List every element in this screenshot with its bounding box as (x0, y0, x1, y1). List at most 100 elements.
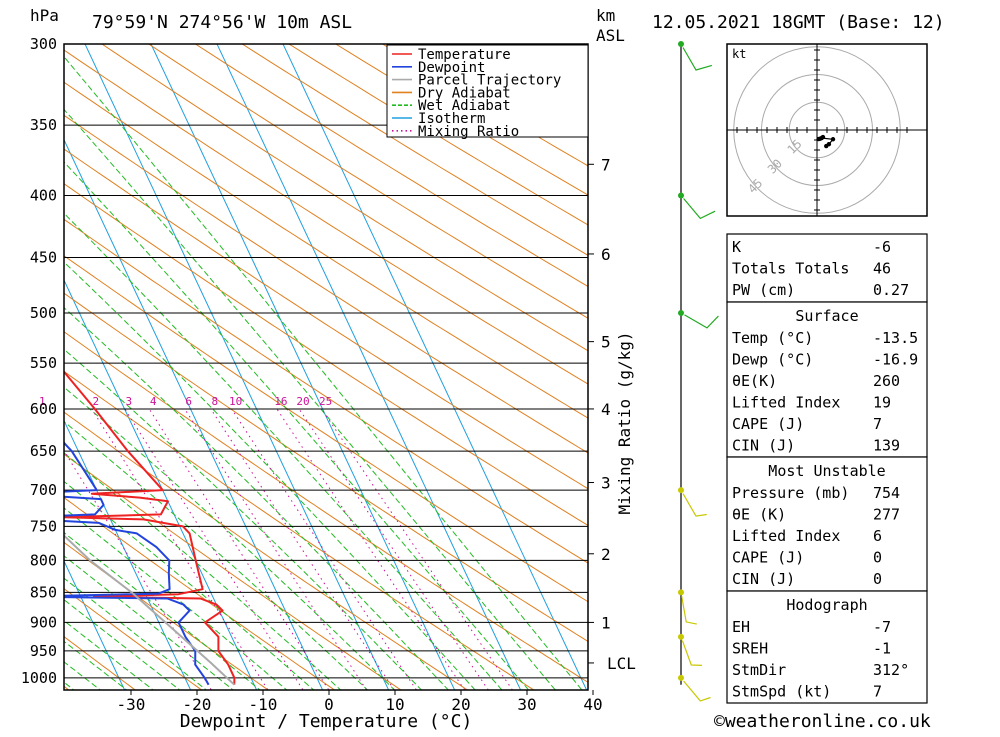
wind-barb-dot (678, 192, 684, 198)
wind-barb (684, 199, 716, 219)
pressure-tick-label: 600 (30, 400, 57, 418)
index-value: -6 (873, 238, 891, 256)
wind-barb-dot (678, 675, 684, 681)
mixing-ratio-label: 10 (229, 395, 242, 408)
station-location: 79°59'N 274°56'W 10m ASL (92, 12, 352, 33)
hodograph-unit-label: kt (732, 47, 746, 61)
km-tick-label: 1 (601, 613, 611, 632)
x-axis-label: Dewpoint / Temperature (°C) (180, 711, 473, 732)
index-label: θE(K) (732, 372, 777, 390)
wind-barb (685, 315, 719, 328)
isotherm-line (0, 35, 131, 703)
mixing-ratio-label: 20 (296, 395, 309, 408)
pressure-tick-label: 400 (30, 186, 57, 204)
mixing-ratio-label: 3 (126, 395, 133, 408)
km-tick-label: 3 (601, 474, 611, 493)
index-label: K (732, 238, 741, 256)
index-value: 19 (873, 394, 891, 412)
dry-adiabat-line (0, 35, 756, 703)
pressure-tick-label: 800 (30, 551, 57, 569)
wind-barb (684, 681, 711, 701)
index-label: Temp (°C) (732, 329, 813, 347)
index-value: 0 (873, 549, 882, 567)
index-label: EH (732, 618, 750, 636)
mixing-ratio-label: 2 (92, 395, 99, 408)
index-value: -16.9 (873, 351, 918, 369)
km-tick-label: LCL (607, 654, 636, 673)
mixing-ratio-axis-label: Mixing Ratio (g/kg) (615, 331, 634, 514)
wind-profile (678, 41, 718, 701)
temp-tick-label: 40 (583, 695, 602, 714)
dry-adiabat-line (0, 35, 20, 703)
pressure-tick-label: 650 (30, 442, 57, 460)
index-value: -1 (873, 640, 891, 658)
mixing-ratio-line (185, 409, 376, 704)
wet-adiabat-line (0, 35, 408, 703)
index-value: 46 (873, 260, 891, 278)
isotherm-line (81, 35, 395, 703)
mixing-ratio-label: 25 (319, 395, 332, 408)
pressure-tick-label: 950 (30, 642, 57, 660)
km-tick-label: 5 (601, 333, 611, 352)
index-value: 260 (873, 372, 900, 390)
pressure-tick-label: 350 (30, 116, 57, 134)
index-label: StmSpd (kt) (732, 683, 831, 701)
hodograph-point (824, 144, 828, 148)
index-value: 754 (873, 484, 900, 502)
temp-tick-label: -30 (117, 695, 146, 714)
asl-unit-label: ASL (596, 26, 625, 45)
isotherm-line (15, 35, 329, 703)
mixing-ratio-line (232, 409, 426, 704)
hodograph-point (819, 136, 823, 140)
pressure-tick-label: 550 (30, 354, 57, 372)
hodograph-point (831, 137, 835, 141)
index-label: CAPE (J) (732, 549, 804, 567)
index-value: 7 (873, 683, 882, 701)
index-label: StmDir (732, 661, 786, 679)
wind-barb (682, 596, 697, 624)
km-unit-label: km (596, 6, 615, 25)
pressure-tick-label: 850 (30, 583, 57, 601)
index-label: Totals Totals (732, 260, 849, 278)
index-value: 139 (873, 437, 900, 455)
index-label: SREH (732, 640, 768, 658)
pressure-tick-label: 1000 (21, 669, 57, 687)
pressure-tick-label: 900 (30, 613, 57, 631)
wind-barb-dot (678, 41, 684, 47)
datetime-label: 12.05.2021 18GMT (Base: 12) (652, 12, 945, 33)
index-value: 0.27 (873, 281, 909, 299)
hpa-unit-label: hPa (30, 6, 59, 25)
km-tick-label: 7 (601, 155, 611, 174)
pressure-tick-label: 700 (30, 481, 57, 499)
index-value: 7 (873, 415, 882, 433)
index-label: Lifted Index (732, 527, 840, 545)
section-title: Hodograph (786, 596, 867, 614)
mixing-ratio-label: 6 (185, 395, 192, 408)
index-value: 0 (873, 570, 882, 588)
wind-barb-dot (678, 634, 684, 640)
legend-entry: Mixing Ratio (418, 124, 519, 140)
index-value: 277 (873, 506, 900, 524)
mixing-ratio-label: 16 (274, 395, 287, 408)
index-label: Pressure (mb) (732, 484, 849, 502)
index-value: -7 (873, 618, 891, 636)
copyright-label: ©weatheronline.co.uk (714, 711, 931, 732)
index-value: -13.5 (873, 329, 918, 347)
wet-adiabat-line (0, 35, 382, 703)
km-tick-label: 6 (601, 245, 611, 264)
pressure-tick-label: 450 (30, 248, 57, 266)
mixing-ratio-line (125, 409, 312, 704)
index-label: Dewp (°C) (732, 351, 813, 369)
mixing-ratio-label: 4 (150, 395, 157, 408)
index-label: CIN (J) (732, 570, 795, 588)
km-tick-label: 4 (601, 400, 611, 419)
index-label: CAPE (J) (732, 415, 804, 433)
section-title: Most Unstable (768, 462, 885, 480)
wet-adiabat-line (0, 35, 118, 703)
wind-barb (682, 641, 702, 666)
index-label: CIN (J) (732, 437, 795, 455)
index-value: 6 (873, 527, 882, 545)
mixing-ratio-label: 8 (211, 395, 218, 408)
